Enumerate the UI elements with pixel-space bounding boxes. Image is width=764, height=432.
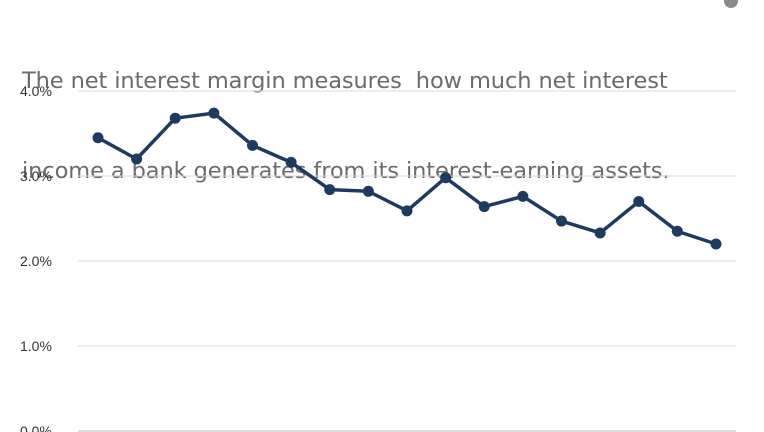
gridlines (78, 90, 736, 432)
data-point (285, 156, 297, 168)
data-point (208, 107, 220, 119)
data-point (594, 227, 606, 239)
y-tick-label: 1.0% (20, 338, 52, 354)
data-point (92, 132, 104, 144)
data-point (478, 201, 490, 213)
data-point (131, 153, 143, 165)
data-point (710, 238, 722, 250)
y-tick-label: 4.0% (20, 83, 52, 99)
series-group (92, 107, 722, 250)
y-axis-tick-labels: 0.0% 1.0% 2.0% 3.0% 4.0% (20, 83, 52, 432)
corner-mark (724, 0, 738, 8)
data-point (633, 196, 645, 207)
data-point (247, 139, 258, 151)
data-point (556, 215, 567, 227)
chart-subtitle: The net interest margin measures how muc… (22, 6, 752, 216)
y-tick-label: 0.0% (20, 423, 52, 432)
data-point (324, 184, 336, 196)
series-line (96, 111, 718, 246)
data-point (517, 190, 529, 202)
y-tick-label: 2.0% (20, 253, 52, 269)
data-point (362, 185, 374, 197)
subtitle-line-1: The net interest margin measures how muc… (22, 68, 668, 94)
data-point (169, 112, 181, 124)
y-tick-label: 3.0% (20, 168, 52, 184)
data-point (440, 172, 452, 184)
data-point (671, 225, 683, 237)
data-point (401, 205, 413, 217)
subtitle-line-2: income a bank generates from its interes… (22, 158, 670, 184)
